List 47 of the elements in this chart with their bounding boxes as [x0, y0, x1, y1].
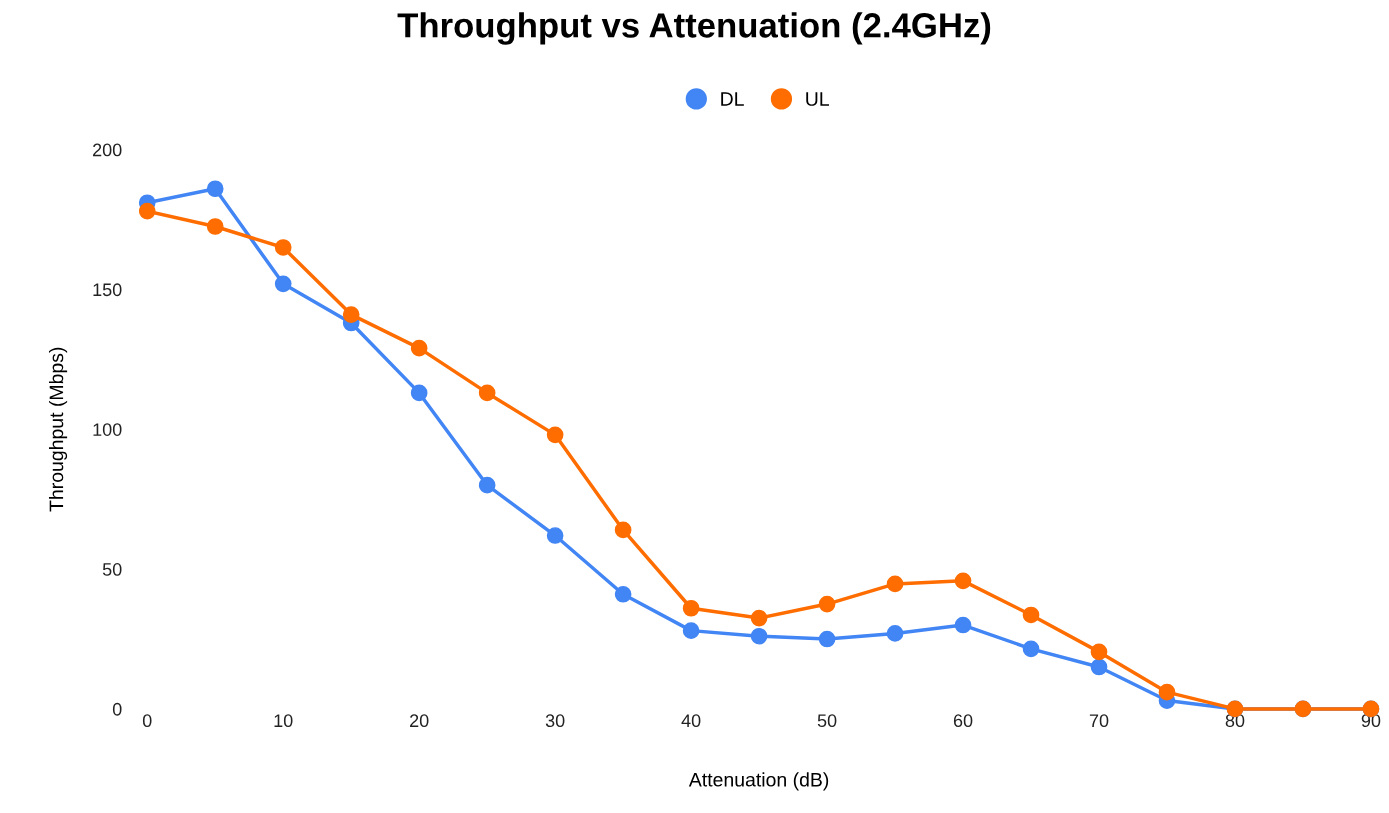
x-tick-label: 60 [953, 714, 973, 728]
y-tick-label: 150 [93, 283, 122, 297]
point [818, 595, 836, 613]
point [274, 239, 292, 256]
point [1158, 683, 1176, 701]
chart-title: Throughput vs Attenuation (2.4GHz) [397, 12, 991, 45]
x-axis-title: Attenuation (dB) [688, 772, 829, 791]
point [478, 476, 496, 494]
y-axis-title: Throughput (Mbps) [48, 347, 68, 512]
point [750, 627, 768, 645]
point [274, 275, 292, 293]
point [206, 218, 224, 235]
x-tick-label: 50 [817, 714, 837, 728]
point [546, 426, 564, 444]
point [410, 339, 428, 357]
point [478, 384, 496, 402]
point [1022, 606, 1040, 624]
x-tick-label: 10 [274, 714, 293, 728]
y-tick-label: 50 [102, 563, 122, 576]
point [682, 622, 700, 639]
point [954, 616, 972, 634]
point [886, 625, 904, 642]
point [954, 572, 972, 590]
point [1090, 643, 1108, 661]
point [682, 599, 700, 617]
point [206, 180, 224, 198]
legend-label: DL [721, 92, 744, 106]
point [614, 521, 632, 539]
point [614, 585, 632, 603]
y-tick-label: 200 [93, 143, 122, 157]
x-tick-label: 40 [681, 714, 701, 728]
point [818, 630, 836, 648]
x-tick-label: 20 [410, 714, 429, 728]
x-tick-label: 70 [1089, 714, 1109, 728]
x-tick-label: 0 [142, 714, 152, 728]
point [546, 527, 564, 544]
point [750, 609, 768, 627]
y-tick-label: 0 [112, 702, 122, 716]
x-tick-label: 30 [545, 714, 565, 728]
y-tick-label: 100 [93, 423, 122, 436]
point [410, 384, 428, 402]
point [886, 575, 904, 593]
point [1022, 640, 1040, 658]
legend-label: UL [806, 92, 829, 106]
point [342, 306, 360, 323]
point [138, 202, 156, 220]
point [1090, 658, 1108, 676]
